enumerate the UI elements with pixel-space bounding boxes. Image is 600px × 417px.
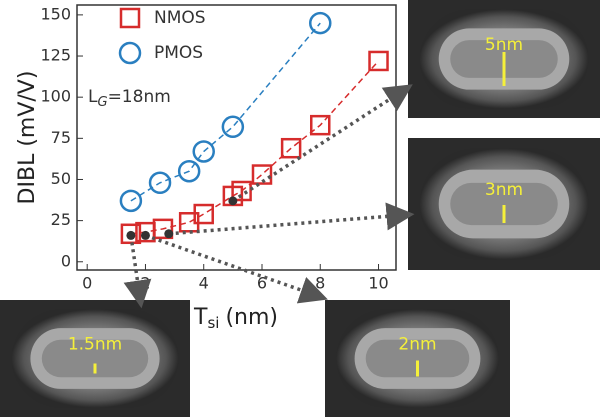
marker bbox=[193, 203, 214, 225]
tem-image: 1.5nm bbox=[0, 300, 190, 417]
annotation-rest: =18nm bbox=[108, 87, 171, 107]
y-tick-label: 150 bbox=[40, 4, 71, 23]
marker bbox=[119, 189, 143, 213]
marker bbox=[280, 137, 302, 159]
annotation-main: L bbox=[88, 87, 98, 107]
tem-image: 2nm bbox=[325, 300, 510, 417]
x-tick-label: 4 bbox=[199, 274, 209, 293]
image-label: 2nm bbox=[398, 335, 436, 355]
x-axis-label: Tsi (nm) bbox=[193, 305, 278, 332]
image-core bbox=[41, 339, 149, 378]
marker bbox=[221, 115, 245, 139]
image-core bbox=[450, 182, 558, 226]
legend-label: PMOS bbox=[154, 43, 203, 63]
image-label: 5nm bbox=[485, 35, 523, 55]
device-dot bbox=[140, 230, 150, 240]
arrow bbox=[168, 202, 415, 236]
device-dot bbox=[164, 229, 174, 239]
trend-line bbox=[130, 22, 321, 202]
marker bbox=[251, 164, 273, 185]
annotation-sub: G bbox=[97, 95, 107, 110]
x-label-unit: (nm) bbox=[225, 305, 278, 330]
marker bbox=[177, 159, 201, 183]
marker bbox=[231, 180, 252, 202]
x-tick-label: 0 bbox=[82, 274, 92, 293]
image-label: 3nm bbox=[485, 180, 523, 200]
marker bbox=[368, 50, 389, 72]
marker bbox=[148, 171, 172, 195]
y-tick-label: 100 bbox=[40, 87, 71, 106]
x-tick-label: 6 bbox=[257, 274, 267, 293]
x-label-sub: si bbox=[207, 314, 219, 332]
arrow bbox=[123, 235, 152, 309]
image-label: 1.5nm bbox=[68, 335, 122, 355]
tem-image: 5nm bbox=[408, 0, 600, 118]
x-tick-label: 8 bbox=[315, 274, 325, 293]
legend-marker bbox=[118, 41, 142, 65]
x-tick-label: 10 bbox=[368, 274, 388, 293]
y-tick-label: 50 bbox=[51, 169, 71, 188]
marker bbox=[192, 140, 215, 163]
marker bbox=[310, 114, 331, 136]
y-tick-label: 125 bbox=[40, 46, 71, 65]
arrow bbox=[144, 233, 328, 304]
y-tick-label: 75 bbox=[51, 128, 71, 147]
tem-image: 3nm bbox=[408, 138, 600, 270]
x-tick-label: 2 bbox=[140, 274, 150, 293]
device-dot bbox=[126, 230, 136, 240]
legend-marker bbox=[119, 7, 141, 29]
y-tick-label: 25 bbox=[51, 210, 71, 229]
y-tick-label: 0 bbox=[61, 251, 71, 270]
marker bbox=[152, 218, 174, 240]
device-dot bbox=[228, 196, 238, 206]
annotation: LG=18nm bbox=[88, 87, 171, 110]
arrow bbox=[231, 84, 413, 203]
legend-label: NMOS bbox=[154, 8, 206, 28]
marker bbox=[309, 11, 332, 35]
image-core bbox=[365, 339, 470, 378]
plot-frame bbox=[76, 4, 397, 271]
y-axis-label: DIBL (mV/V) bbox=[15, 71, 40, 205]
x-label-main: T bbox=[193, 305, 208, 330]
